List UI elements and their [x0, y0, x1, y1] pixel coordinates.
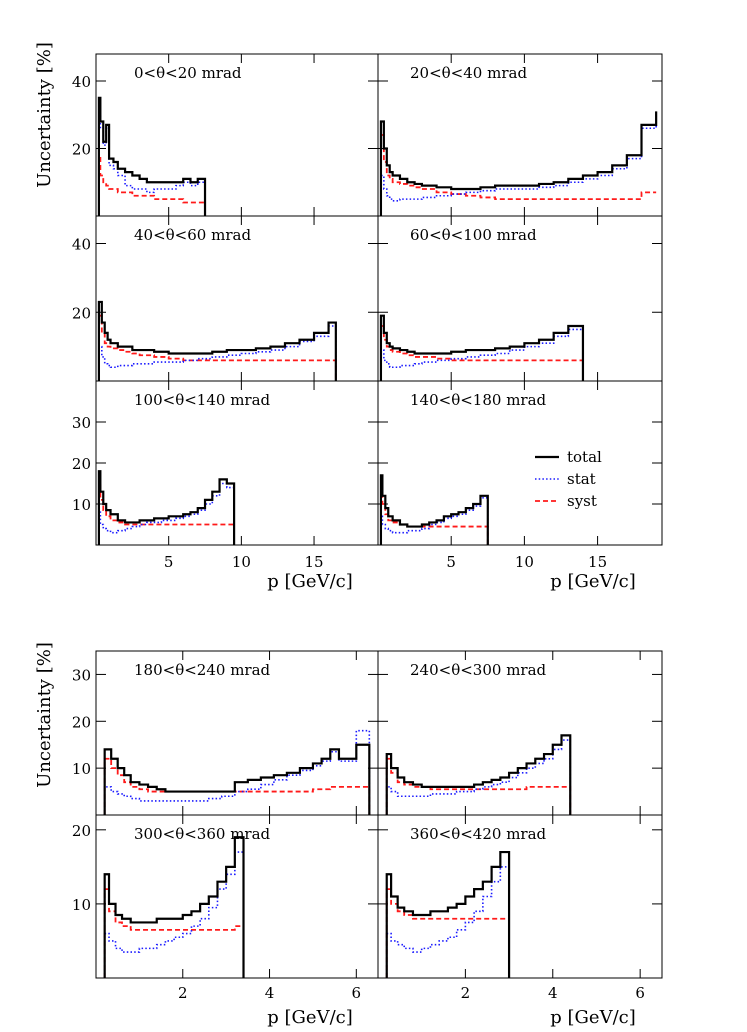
y-tick-label: 40 — [72, 73, 91, 91]
x-tick-label: 15 — [588, 553, 607, 571]
legend-label-total: total — [567, 448, 602, 466]
x-axis-title: p [GeV/c] — [550, 571, 635, 592]
x-tick-label: 2 — [461, 984, 471, 1002]
panel-label: 300<θ<360 mrad — [134, 825, 271, 843]
legend-label-stat: stat — [567, 470, 596, 488]
panel-label: 60<θ<100 mrad — [410, 226, 537, 244]
figure-group-0: Uncertainty [%] 20 40 0<θ<20 mrad 20<θ<40 mr… — [34, 42, 663, 592]
x-axis-title: p [GeV/c] — [267, 1007, 352, 1028]
panel-label: 0<θ<20 mrad — [134, 64, 242, 82]
x-tick-label: 5 — [446, 553, 456, 571]
series-syst-line — [98, 154, 206, 216]
series-total-line — [97, 470, 236, 545]
panel-label: 140<θ<180 mrad — [410, 391, 547, 409]
series-total-line — [103, 743, 371, 815]
panel-0-2: 20 40 40<θ<60 mrad — [72, 215, 379, 382]
series-syst-line — [380, 134, 657, 216]
series-stat-line — [98, 482, 235, 545]
panel-1-1: 240<θ<300 mrad — [377, 650, 663, 816]
series-stat-line — [385, 739, 572, 815]
series-stat-line — [385, 866, 510, 978]
panel-0-0: 20 40 0<θ<20 mrad — [72, 53, 379, 217]
panel-0-5: 140<θ<180 mrad — [377, 380, 663, 546]
y-tick-label: 20 — [72, 141, 91, 159]
series-total-line — [97, 96, 207, 216]
y-tick-label: 10 — [72, 896, 91, 914]
series-total-line — [385, 850, 511, 978]
series-total-line — [379, 314, 585, 381]
y-tick-label: 20 — [72, 822, 91, 840]
x-tick-label: 10 — [515, 553, 534, 571]
y-tick-label: 20 — [72, 455, 91, 473]
x-axis-title: p [GeV/c] — [267, 571, 352, 592]
panel-frame — [377, 814, 663, 979]
y-axis-title: Uncertainty [%] — [34, 42, 55, 188]
y-tick-label: 40 — [72, 236, 91, 254]
panel-1-0: 10 20 30 180<θ<240 mrad — [72, 650, 379, 816]
series-stat-line — [103, 851, 245, 978]
panel-0-4: 10 20 30 100<θ<140 mrad — [72, 380, 379, 546]
panel-1-2: 10 20 300<θ<360 mrad — [72, 814, 379, 979]
series-total-line — [103, 836, 245, 978]
x-tick-label: 2 — [178, 984, 188, 1002]
series-total-line — [97, 300, 337, 381]
panel-1-3: 360<θ<420 mrad — [377, 814, 663, 979]
series-total-line — [385, 734, 572, 815]
panel-0-3: 60<θ<100 mrad — [377, 215, 663, 382]
series-syst-line — [380, 325, 584, 381]
series-syst-line — [385, 888, 510, 978]
panel-label: 20<θ<40 mrad — [410, 64, 527, 82]
panel-label: 360<θ<420 mrad — [410, 825, 547, 843]
legend-label-syst: syst — [567, 492, 597, 510]
x-tick-label: 5 — [164, 553, 174, 571]
panel-label: 180<θ<240 mrad — [134, 661, 271, 679]
series-stat-line — [380, 114, 657, 216]
y-tick-label: 20 — [72, 304, 91, 322]
figure-group-1: Uncertainty [%] 10 20 30 180<θ<240 mrad 240<θ… — [34, 642, 663, 1028]
x-tick-label: 15 — [304, 553, 323, 571]
y-tick-label: 10 — [72, 496, 91, 514]
series-total-line — [379, 111, 658, 216]
series-syst-line — [98, 482, 235, 545]
panel-0-1: 20<θ<40 mrad — [377, 53, 663, 217]
y-tick-label: 30 — [72, 414, 91, 432]
x-axis-title: p [GeV/c] — [550, 1007, 635, 1028]
panel-label: 240<θ<300 mrad — [410, 661, 547, 679]
series-syst-line — [103, 888, 245, 978]
panel-label: 100<θ<140 mrad — [134, 391, 271, 409]
legend: total stat syst — [535, 448, 602, 510]
series-stat-line — [380, 497, 489, 545]
x-tick-label: 4 — [265, 984, 275, 1002]
y-tick-label: 30 — [72, 666, 91, 684]
y-axis-title: Uncertainty [%] — [34, 642, 55, 788]
x-tick-label: 10 — [232, 553, 251, 571]
x-tick-label: 6 — [352, 984, 362, 1002]
y-tick-label: 10 — [72, 760, 91, 778]
x-tick-label: 6 — [635, 984, 645, 1002]
series-stat-line — [98, 113, 206, 216]
series-syst-line — [385, 757, 572, 815]
series-syst-line — [380, 486, 489, 545]
series-syst-line — [103, 757, 371, 815]
panel-label: 40<θ<60 mrad — [134, 226, 251, 244]
series-total-line — [379, 474, 489, 545]
x-tick-label: 4 — [548, 984, 558, 1002]
series-syst-line — [98, 314, 337, 381]
y-tick-label: 20 — [72, 713, 91, 731]
series-stat-line — [103, 729, 371, 815]
